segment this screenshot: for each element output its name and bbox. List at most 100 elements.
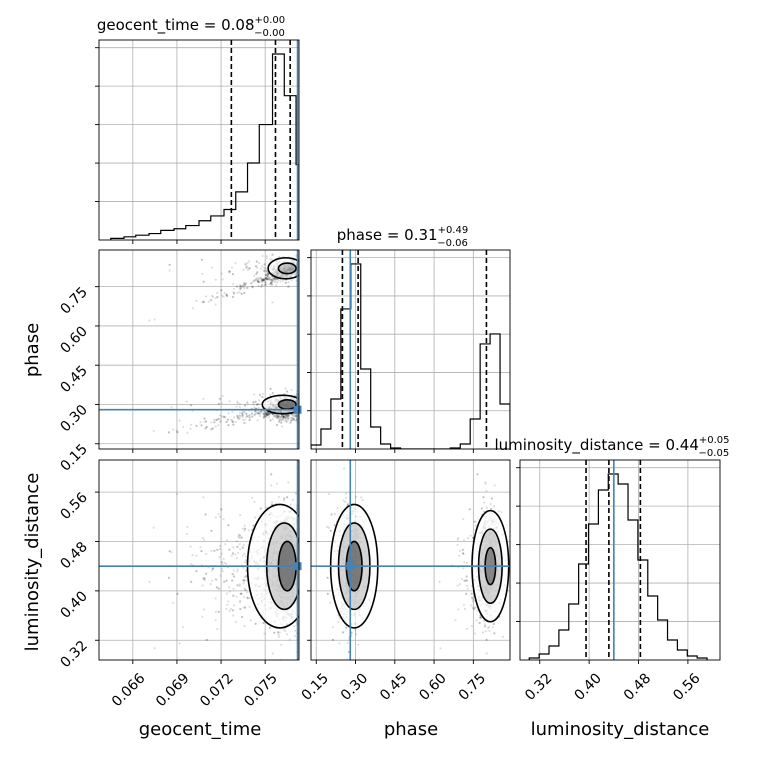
sample-point [475, 619, 478, 622]
sample-point [239, 285, 242, 288]
sample-point [232, 287, 236, 290]
sample-point [243, 529, 246, 532]
sample-point [200, 550, 203, 553]
sample-point [282, 415, 285, 419]
sample-point [255, 403, 258, 407]
sample-point [276, 416, 279, 420]
sample-point [242, 579, 245, 582]
sample-point [205, 552, 208, 556]
sample-point [190, 580, 193, 584]
sample-point [274, 415, 277, 418]
sample-point [257, 284, 260, 288]
sample-point [232, 604, 236, 607]
sample-point [189, 545, 192, 548]
sample-point [211, 579, 214, 582]
sample-point [231, 552, 235, 555]
sample-point [260, 279, 263, 282]
sample-point [226, 294, 229, 298]
sample-point [203, 417, 206, 420]
sample-point [277, 415, 280, 419]
sample-point [253, 500, 256, 503]
sample-point [458, 583, 462, 586]
sample-point [282, 415, 285, 418]
sample-point [240, 285, 243, 288]
sample-point [231, 295, 235, 298]
sample-point [168, 263, 171, 266]
sample-point [253, 279, 256, 282]
sample-point [241, 546, 244, 549]
sample-point [287, 285, 290, 288]
sample-point [176, 431, 179, 434]
sample-point [205, 638, 208, 642]
sample-point [167, 431, 170, 434]
sample-point [244, 283, 247, 286]
sample-point [261, 395, 264, 399]
sample-point [201, 300, 204, 303]
sample-point [182, 626, 185, 629]
sample-point [235, 285, 238, 288]
sample-point [214, 425, 217, 428]
sample-point [214, 516, 217, 519]
sample-point [220, 508, 223, 511]
sample-point [239, 287, 242, 290]
sample-point [327, 493, 330, 496]
sample-point [231, 609, 234, 612]
sample-point [242, 582, 245, 585]
sample-point [290, 413, 293, 416]
sample-point [288, 638, 291, 641]
sample-point [218, 397, 221, 400]
sample-point [267, 412, 270, 415]
sample-point [235, 405, 238, 408]
sample-point [232, 614, 235, 617]
sample-point [263, 415, 266, 418]
sample-point [289, 421, 292, 424]
sample-point [256, 266, 259, 269]
sample-point [261, 278, 264, 281]
sample-point [273, 277, 276, 280]
sample-point [231, 579, 234, 582]
sample-point [284, 417, 287, 420]
sample-point [220, 402, 223, 405]
sample-point [242, 410, 245, 413]
sample-point [242, 268, 245, 271]
sample-point [246, 401, 249, 404]
sample-point [210, 428, 213, 431]
sample-point [293, 418, 296, 421]
sample-point [286, 496, 289, 499]
sample-point [480, 507, 483, 510]
sample-point [264, 273, 268, 276]
sample-point [245, 412, 248, 415]
sample-point [225, 293, 228, 296]
sample-point [236, 583, 239, 587]
sample-point [176, 592, 179, 596]
sample-point [248, 260, 251, 263]
sample-point [461, 548, 464, 551]
sample-point [220, 272, 223, 275]
sample-point [202, 300, 206, 303]
sample-point [269, 281, 273, 284]
sample-point [278, 420, 281, 423]
sample-point [265, 274, 268, 277]
sample-point [228, 590, 231, 593]
sample-point [251, 286, 254, 289]
sample-point [203, 417, 206, 420]
sample-point [275, 482, 279, 485]
sample-point [277, 415, 280, 419]
sample-point [276, 416, 279, 420]
sample-point [262, 412, 265, 415]
sample-point [225, 579, 228, 582]
sample-point [227, 524, 230, 527]
sample-point [225, 579, 228, 582]
sample-point [264, 281, 267, 284]
sample-point [248, 413, 251, 416]
sample-point [360, 496, 363, 499]
sample-point [239, 288, 242, 291]
sample-point [214, 278, 217, 281]
sample-point [217, 417, 220, 420]
sample-point [202, 608, 206, 611]
sample-point [228, 270, 231, 273]
sample-point [485, 638, 488, 641]
sample-point [282, 415, 285, 418]
sample-point [266, 274, 269, 277]
sample-point [201, 301, 204, 304]
